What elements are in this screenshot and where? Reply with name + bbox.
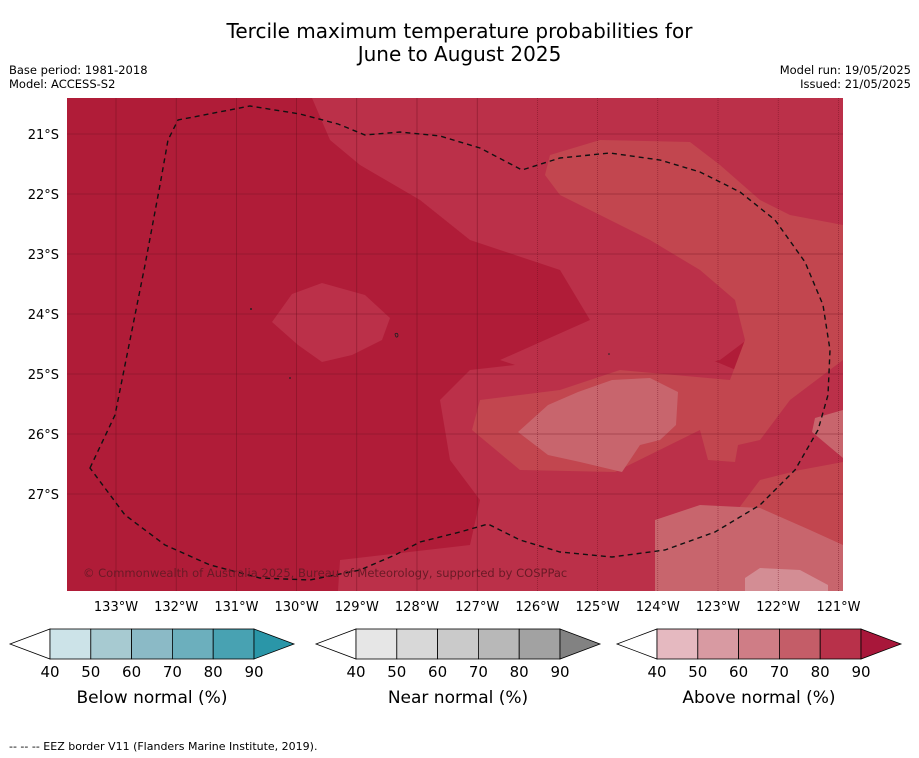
colorbars: 40 50 60 70 80 90 Below normal (%) 40 50 60 70 80 90… xyxy=(8,628,903,708)
longitude-label: 130°W xyxy=(275,600,319,615)
colorbar-tick-label: 90 xyxy=(550,663,569,681)
colorbar-segment xyxy=(355,628,398,660)
colorbar-tick-label: 50 xyxy=(387,663,406,681)
colorbar-segment xyxy=(171,628,214,660)
colorbar-segment xyxy=(738,628,780,660)
island-dot xyxy=(250,308,252,310)
island-dot xyxy=(289,377,291,379)
latitude-label: 25°S xyxy=(28,368,59,383)
colorbar-tick-label: 60 xyxy=(122,663,141,681)
eez-border xyxy=(89,105,831,581)
islands xyxy=(250,308,610,379)
probability-map xyxy=(67,98,843,591)
longitude-label: 125°W xyxy=(576,600,620,615)
longitude-label: 133°W xyxy=(94,600,138,615)
colorbar-tick-label: 70 xyxy=(163,663,182,681)
longitude-label: 122°W xyxy=(756,600,800,615)
colorbar-extend-low xyxy=(8,628,51,660)
eez-footnote: -- -- -- EEZ border V11 (Flanders Marine… xyxy=(9,740,318,753)
zone-above-60 xyxy=(518,378,678,472)
colorbar-tick-label: 70 xyxy=(469,663,488,681)
colorbar-segment xyxy=(477,628,520,660)
longitude-label: 128°W xyxy=(395,600,439,615)
title-line-2: June to August 2025 xyxy=(357,42,562,66)
latitude-label: 26°S xyxy=(28,428,59,443)
longitude-label: 127°W xyxy=(455,600,499,615)
colorbar-segment xyxy=(49,628,92,660)
colorbar-below: 40 50 60 70 80 90 Below normal (%) xyxy=(8,628,296,708)
colorbar-tick-label: 40 xyxy=(40,663,59,681)
zone-above-60-southeast xyxy=(655,505,843,591)
colorbar-label: Below normal (%) xyxy=(77,688,228,708)
longitude-label: 132°W xyxy=(154,600,198,615)
colorbar-near: 40 50 60 70 80 90 Near normal (%) xyxy=(314,628,602,708)
latitude-labels: 21°S 22°S 23°S 24°S 25°S 26°S 27°S xyxy=(28,128,59,503)
model-run: Model run: 19/05/2025 xyxy=(779,63,911,77)
colorbar-segment xyxy=(90,628,133,660)
colorbar-extend-high xyxy=(253,628,296,660)
latitude-label: 27°S xyxy=(28,488,59,503)
island-dot xyxy=(608,353,610,355)
issued-date: Issued: 21/05/2025 xyxy=(800,77,911,91)
colorbar-segment xyxy=(437,628,479,660)
colorbar-extend-high xyxy=(860,628,903,660)
colorbar-tick-label: 80 xyxy=(811,663,830,681)
latitude-label: 22°S xyxy=(28,188,59,203)
zone-above-80-island xyxy=(272,283,390,362)
colorbar-segment xyxy=(656,628,699,660)
colorbar-tick-label: 40 xyxy=(647,663,666,681)
colorbar-tick-label: 50 xyxy=(81,663,100,681)
colorbar-tick-label: 80 xyxy=(510,663,529,681)
graticule xyxy=(67,98,843,591)
latitude-label: 23°S xyxy=(28,248,59,263)
title-line-1: Tercile maximum temperature probabilitie… xyxy=(226,19,693,43)
colorbar-above: 40 50 60 70 80 90 Above normal (%) xyxy=(615,628,903,708)
latitude-label: 24°S xyxy=(28,308,59,323)
longitude-label: 131°W xyxy=(214,600,258,615)
longitude-labels: 133°W 132°W 131°W 130°W 129°W 128°W 127°W 126°W… xyxy=(94,600,861,615)
colorbar-segment xyxy=(779,628,821,660)
colorbar-extend-low xyxy=(314,628,357,660)
colorbar-segment xyxy=(819,628,862,660)
colorbar-tick-label: 40 xyxy=(346,663,365,681)
longitude-label: 121°W xyxy=(816,600,860,615)
longitude-label: 123°W xyxy=(696,600,740,615)
meta-left: Base period: 1981-2018 Model: ACCESS-S2 xyxy=(9,63,148,91)
zone-above-70-east xyxy=(472,140,843,472)
meta-right: Model run: 19/05/2025 Issued: 21/05/2025 xyxy=(780,63,911,91)
latitude-label: 21°S xyxy=(28,128,59,143)
colorbar-tick-label: 60 xyxy=(729,663,748,681)
colorbar-segment xyxy=(697,628,739,660)
longitude-label: 129°W xyxy=(335,600,379,615)
colorbar-tick-label: 50 xyxy=(688,663,707,681)
colorbar-extend-high xyxy=(559,628,602,660)
colorbar-extend-low xyxy=(615,628,658,660)
colorbar-tick-label: 60 xyxy=(428,663,447,681)
colorbar-segment xyxy=(131,628,173,660)
zone-above-50 xyxy=(745,568,828,591)
base-period: Base period: 1981-2018 xyxy=(9,63,148,77)
longitude-label: 124°W xyxy=(636,600,680,615)
colorbar-label: Near normal (%) xyxy=(388,688,528,708)
island-outline xyxy=(394,332,399,338)
chart-title: Tercile maximum temperature probabilitie… xyxy=(0,20,919,66)
colorbar-tick-label: 80 xyxy=(204,663,223,681)
colorbar-segment xyxy=(518,628,561,660)
colorbar-segment xyxy=(212,628,255,660)
colorbar-label: Above normal (%) xyxy=(682,688,835,708)
longitude-label: 126°W xyxy=(515,600,559,615)
model-name: Model: ACCESS-S2 xyxy=(9,77,116,91)
colorbar-segment xyxy=(396,628,438,660)
colorbar-tick-label: 70 xyxy=(770,663,789,681)
copyright-text: © Commonwealth of Australia 2025, Bureau… xyxy=(83,566,567,580)
colorbar-tick-label: 90 xyxy=(244,663,263,681)
colorbar-tick-label: 90 xyxy=(851,663,870,681)
